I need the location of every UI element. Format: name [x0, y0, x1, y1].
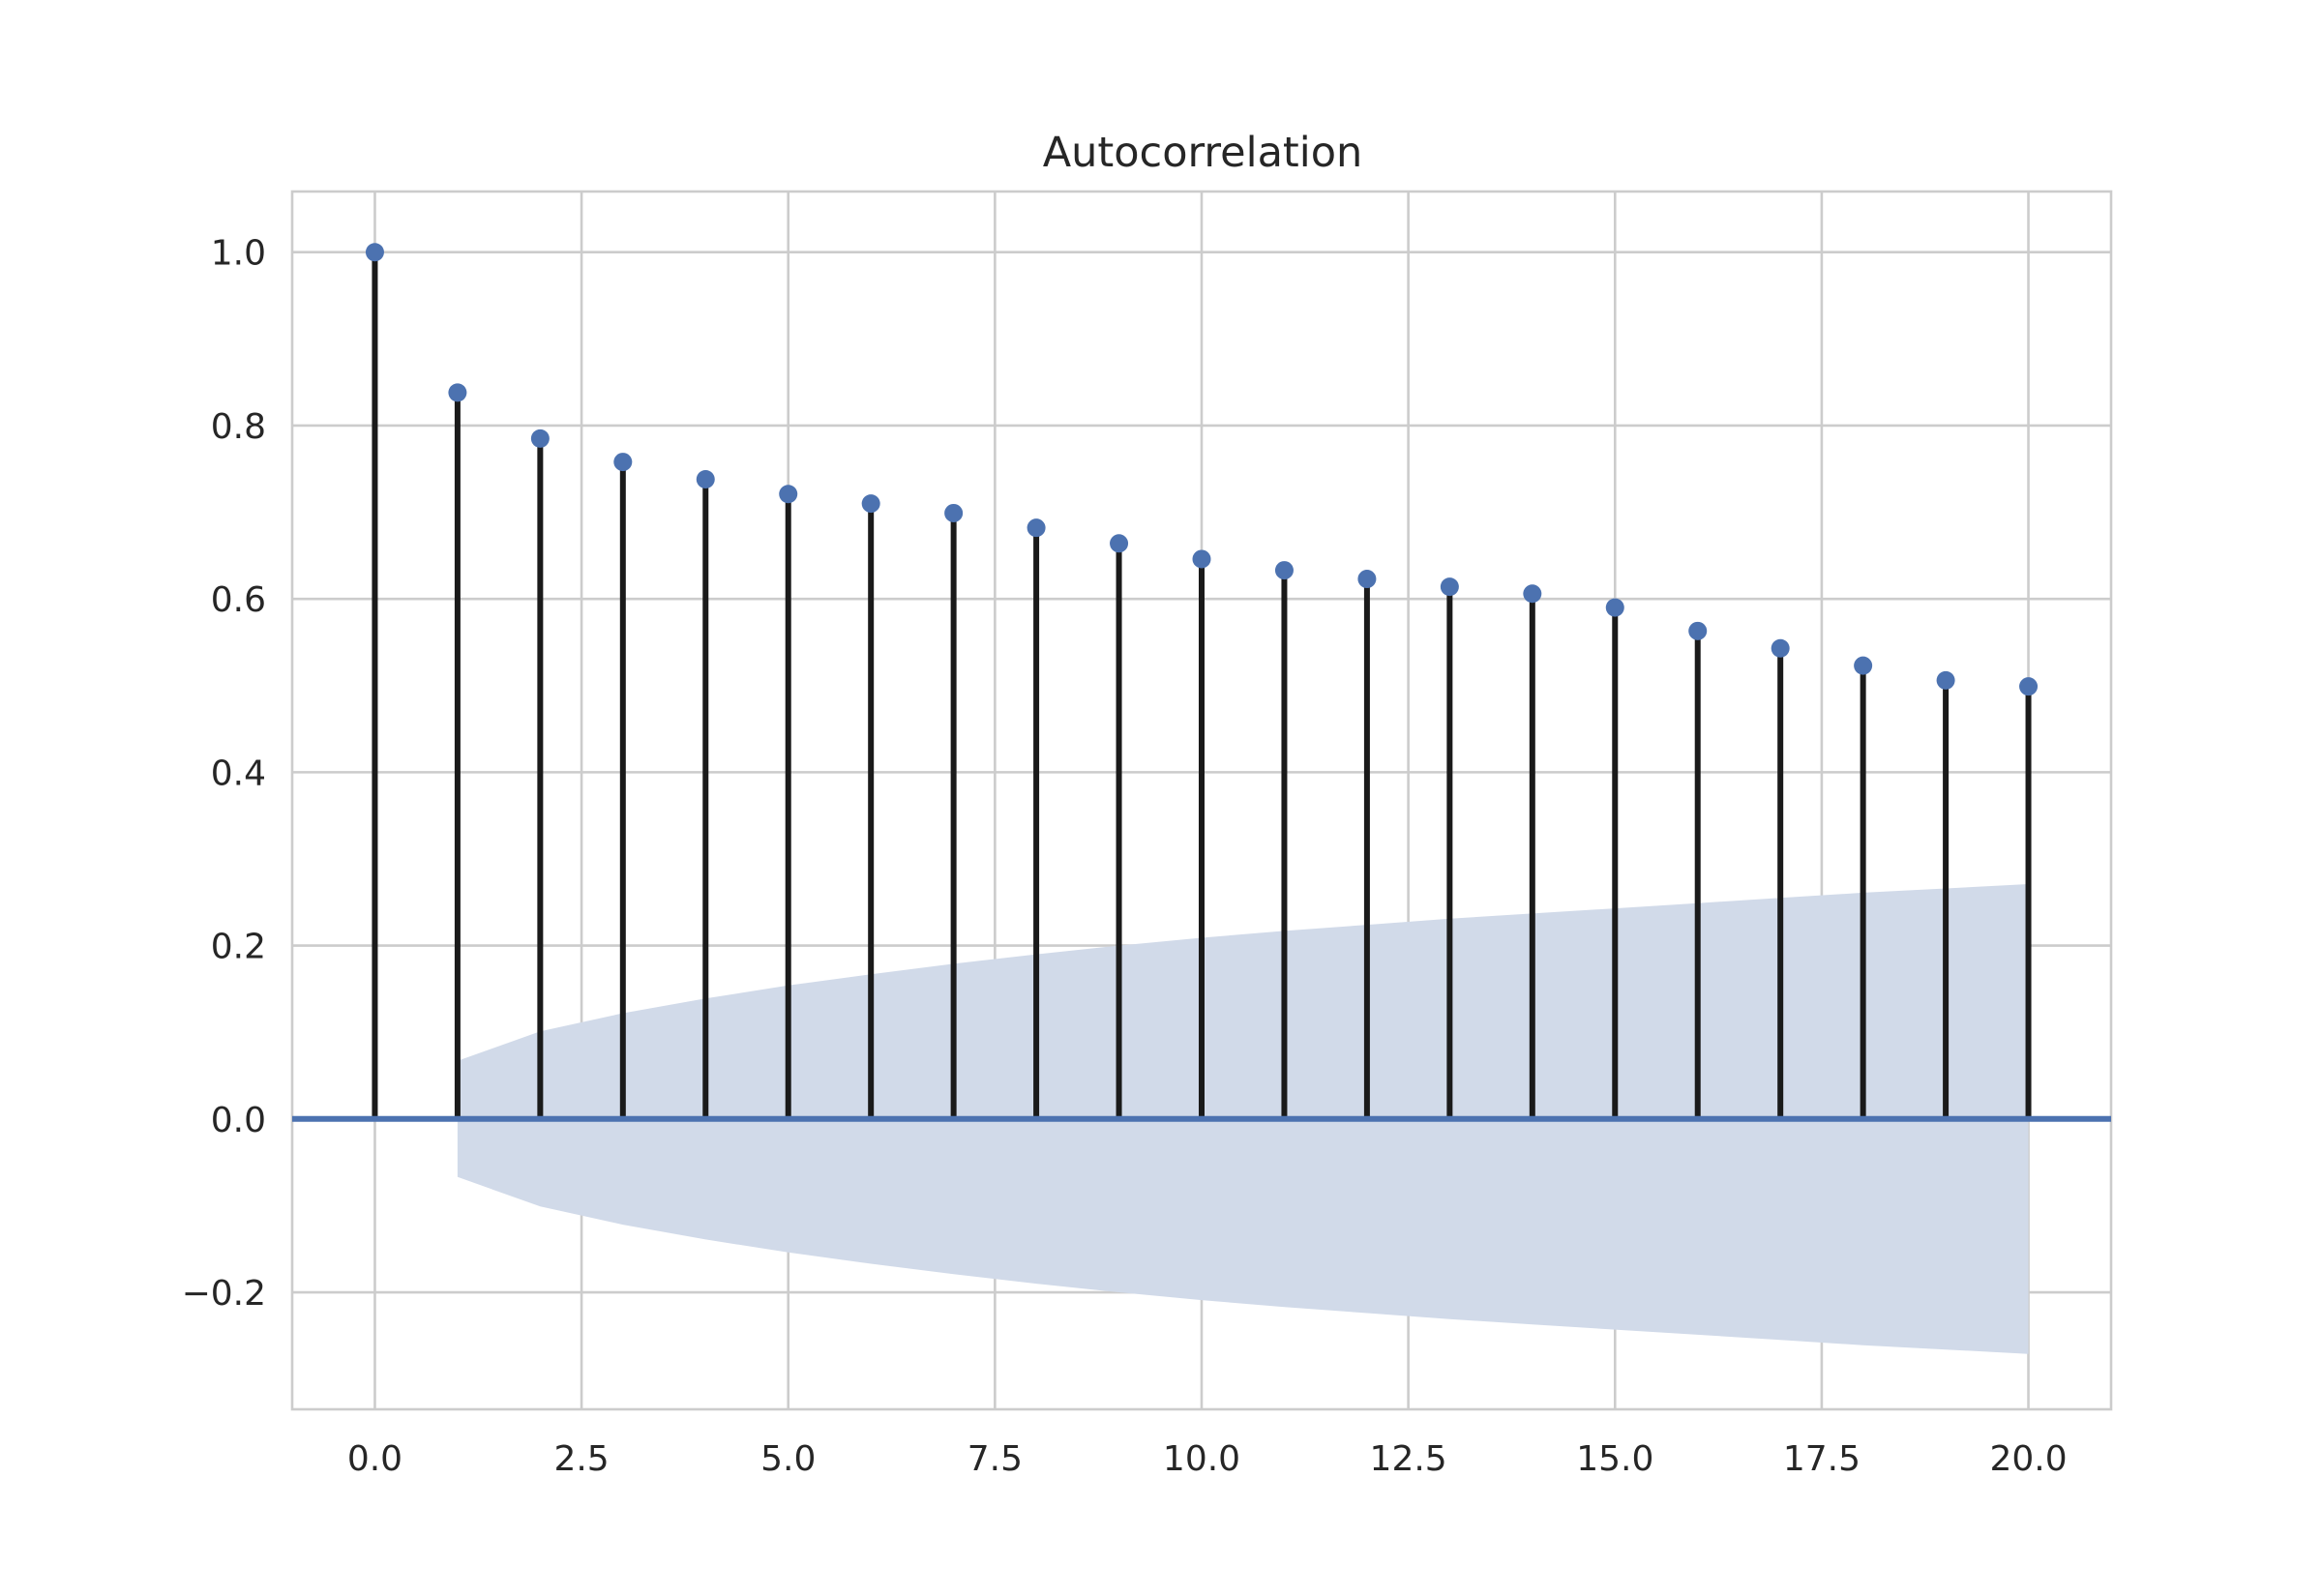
- x-tick-label: 17.5: [1783, 1439, 1861, 1479]
- acf-point: [448, 383, 467, 402]
- acf-point: [1192, 549, 1211, 569]
- acf-point: [1027, 518, 1046, 538]
- x-tick-label: 0.0: [347, 1439, 402, 1479]
- acf-point: [1771, 638, 1790, 658]
- x-tick-labels: 0.0 2.5 5.0 7.5 10.0 12.5 15.0 17.5 20.0: [347, 1439, 2068, 1479]
- markers: [365, 243, 2039, 696]
- x-tick-label: 5.0: [760, 1439, 816, 1479]
- acf-point: [530, 429, 550, 448]
- y-tick-label: 1.0: [211, 234, 266, 274]
- acf-point: [1605, 598, 1624, 617]
- acf-point: [1274, 561, 1294, 580]
- y-tick-label: 0.2: [211, 928, 266, 967]
- x-tick-label: 12.5: [1370, 1439, 1447, 1479]
- chart-title: Autocorrelation: [1043, 129, 1363, 177]
- y-tick-label: −0.2: [182, 1274, 266, 1314]
- acf-point: [779, 485, 798, 504]
- plot-border: [290, 190, 2113, 1411]
- axes-frame: [290, 190, 2113, 1411]
- y-tick-label: 0.6: [211, 580, 266, 620]
- acf-point: [861, 494, 880, 514]
- acf-point: [1688, 621, 1708, 640]
- acf-point: [944, 503, 964, 522]
- acf-point: [1936, 670, 1955, 690]
- x-tick-label: 15.0: [1576, 1439, 1653, 1479]
- y-tick-label: 0.4: [211, 754, 266, 793]
- acf-point: [1110, 534, 1129, 553]
- x-tick-label: 20.0: [1989, 1439, 2067, 1479]
- x-tick-label: 7.5: [968, 1439, 1023, 1479]
- x-tick-label: 10.0: [1163, 1439, 1240, 1479]
- x-tick-label: 2.5: [553, 1439, 609, 1479]
- acf-point: [696, 470, 715, 489]
- stems: [372, 251, 2032, 1119]
- y-tick-label: 0.8: [211, 407, 266, 447]
- acf-point: [1440, 577, 1459, 597]
- acf-point: [365, 243, 384, 262]
- acf-point: [1854, 656, 1873, 675]
- y-tick-labels: −0.2 0.0 0.2 0.4 0.6 0.8 1.0: [182, 234, 266, 1314]
- y-tick-label: 0.0: [211, 1101, 266, 1140]
- acf-point: [613, 453, 633, 472]
- acf-point: [2019, 677, 2039, 696]
- acf-point: [1357, 570, 1377, 589]
- acf-point: [1523, 584, 1542, 604]
